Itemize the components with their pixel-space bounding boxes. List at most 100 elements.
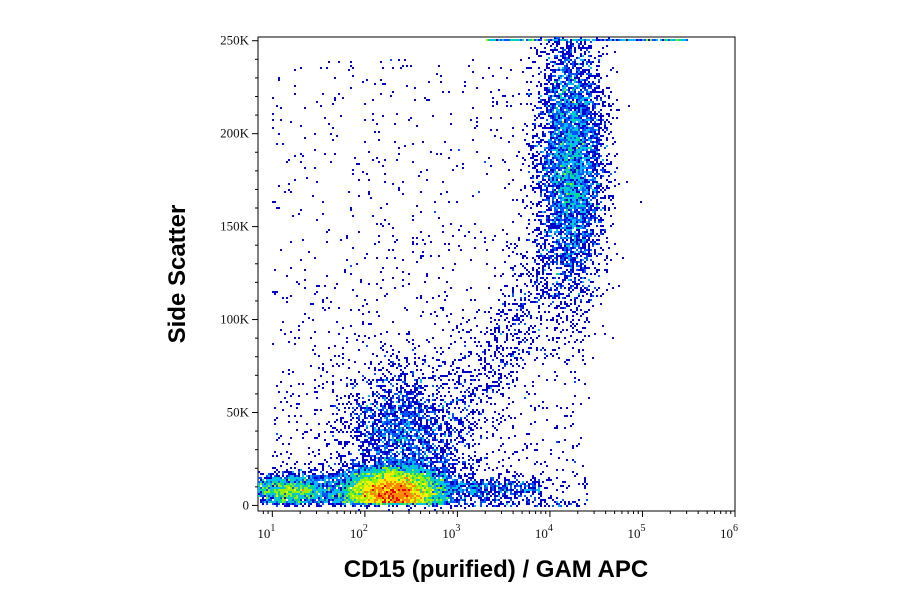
- event-cell: [556, 41, 558, 43]
- plot-frame: [257, 36, 736, 512]
- event-cell: [550, 107, 552, 109]
- event-cell: [560, 99, 562, 101]
- event-cell: [572, 289, 574, 291]
- event-cell: [564, 137, 566, 139]
- event-cell: [582, 71, 584, 73]
- event-cell: [578, 153, 580, 155]
- event-cell: [468, 365, 470, 367]
- event-cell: [570, 201, 572, 203]
- event-cell: [458, 377, 460, 379]
- event-cell: [560, 147, 562, 149]
- event-cell: [582, 63, 584, 65]
- event-cell: [602, 187, 604, 189]
- event-cell: [522, 303, 524, 305]
- event-cell: [598, 119, 600, 121]
- event-cell: [546, 287, 548, 289]
- event-cell: [540, 95, 542, 97]
- event-cell: [554, 211, 556, 213]
- event-cell: [408, 273, 410, 275]
- event-cell: [354, 379, 356, 381]
- event-cell: [506, 77, 508, 79]
- event-cell: [404, 413, 406, 415]
- event-cell: [592, 243, 594, 245]
- event-cell: [566, 243, 568, 245]
- event-cell: [584, 177, 586, 179]
- event-cell: [298, 329, 300, 331]
- event-cell: [578, 71, 580, 73]
- event-cell: [522, 273, 524, 275]
- event-cell: [596, 137, 598, 139]
- event-cell: [566, 57, 568, 59]
- event-cell: [562, 123, 564, 125]
- event-cell: [566, 239, 568, 241]
- event-cell: [508, 329, 510, 331]
- event-cell: [604, 169, 606, 171]
- event-cell: [316, 409, 318, 411]
- event-cell: [572, 327, 574, 329]
- event-cell: [570, 251, 572, 253]
- event-cell: [562, 159, 564, 161]
- event-cell: [548, 143, 550, 145]
- event-cell: [562, 89, 564, 91]
- event-cell: [516, 357, 518, 359]
- event-cell: [290, 267, 292, 269]
- event-cell: [552, 127, 554, 129]
- event-cell: [582, 239, 584, 241]
- event-cell: [520, 215, 522, 217]
- event-cell: [402, 421, 404, 423]
- event-cell: [584, 125, 586, 127]
- event-cell: [472, 391, 474, 393]
- event-cell: [552, 223, 554, 225]
- event-cell: [546, 109, 548, 111]
- event-cell: [324, 153, 326, 155]
- event-cell: [474, 247, 476, 249]
- event-cell: [564, 71, 566, 73]
- event-cell: [412, 411, 414, 413]
- event-cell: [596, 191, 598, 193]
- event-cell: [546, 273, 548, 275]
- event-cell: [560, 263, 562, 265]
- event-cell: [530, 81, 532, 83]
- event-cell: [556, 155, 558, 157]
- event-cell: [560, 131, 562, 133]
- event-cell: [586, 125, 588, 127]
- event-cell: [486, 173, 488, 175]
- event-cell: [572, 207, 574, 209]
- event-cell: [564, 83, 566, 85]
- event-cell: [472, 59, 474, 61]
- event-cell: [594, 157, 596, 159]
- event-cell: [562, 49, 564, 51]
- event-cell: [380, 409, 382, 411]
- event-cell: [562, 171, 564, 173]
- event-cell: [608, 283, 610, 285]
- event-cell: [574, 117, 576, 119]
- event-cell: [560, 123, 562, 125]
- event-cell: [522, 265, 524, 267]
- event-cell: [594, 113, 596, 115]
- event-cell: [612, 337, 614, 339]
- event-cell: [394, 363, 396, 365]
- event-cell: [498, 369, 500, 371]
- event-cell: [544, 51, 546, 53]
- event-cell: [546, 225, 548, 227]
- event-cell: [562, 99, 564, 101]
- event-cell: [430, 411, 432, 413]
- event-cell: [586, 209, 588, 211]
- event-cell: [416, 381, 418, 383]
- event-cell: [410, 403, 412, 405]
- event-cell: [572, 105, 574, 107]
- event-cell: [550, 213, 552, 215]
- event-cell: [572, 189, 574, 191]
- event-cell: [556, 163, 558, 165]
- event-cell: [548, 243, 550, 245]
- event-cell: [544, 39, 546, 41]
- event-cell: [546, 235, 548, 237]
- event-cell: [394, 411, 396, 413]
- event-cell: [564, 127, 566, 129]
- event-cell: [564, 361, 566, 363]
- event-cell: [580, 181, 582, 183]
- event-cell: [572, 99, 574, 101]
- event-cell: [574, 273, 576, 275]
- event-cell: [526, 239, 528, 241]
- event-cell: [550, 193, 552, 195]
